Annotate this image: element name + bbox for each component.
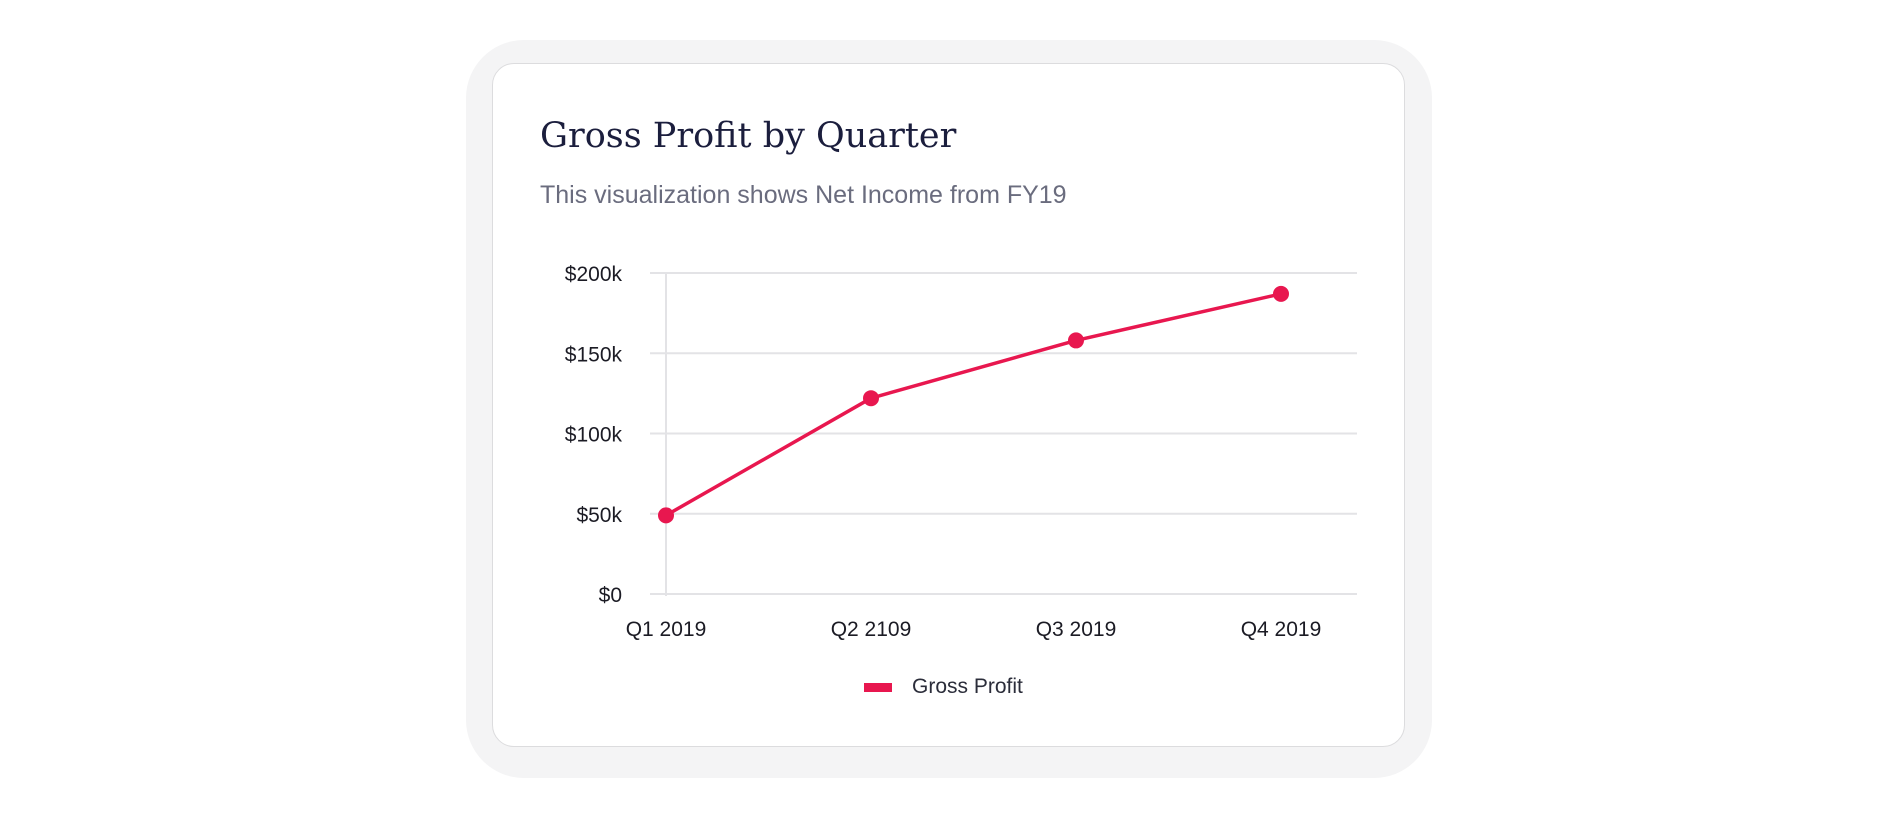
x-tick-label: Q3 2019 bbox=[1036, 618, 1117, 641]
series-line bbox=[664, 292, 1283, 518]
chart-title: Gross Profit by Quarter bbox=[540, 116, 957, 156]
y-tick-label: $50k bbox=[576, 504, 622, 527]
y-tick-label: $100k bbox=[565, 424, 623, 447]
data-point bbox=[1068, 332, 1084, 349]
gridlines bbox=[650, 272, 1357, 596]
y-tick-label: $200k bbox=[565, 263, 623, 286]
data-point bbox=[1273, 285, 1289, 302]
legend: Gross Profit bbox=[864, 670, 1023, 704]
data-point bbox=[863, 390, 879, 407]
series-gross-profit bbox=[658, 285, 1289, 524]
x-axis-ticks: Q1 2019 Q2 2109 Q3 2019 Q4 2019 bbox=[626, 618, 1322, 641]
chart-card bbox=[492, 63, 1405, 747]
x-tick-label: Q2 2109 bbox=[831, 618, 912, 641]
y-axis-ticks: $0 $50k $100k $150k $200k bbox=[565, 263, 623, 607]
data-point bbox=[658, 507, 674, 524]
legend-label-gross-profit: Gross Profit bbox=[912, 675, 1023, 698]
x-tick-label: Q4 2019 bbox=[1241, 618, 1322, 641]
legend-swatch-gross-profit bbox=[864, 682, 892, 692]
x-tick-label: Q1 2019 bbox=[626, 618, 707, 641]
y-tick-label: $0 bbox=[599, 584, 622, 607]
chart-subtitle: This visualization shows Net Income from… bbox=[540, 181, 1067, 209]
y-tick-label: $150k bbox=[565, 343, 623, 366]
